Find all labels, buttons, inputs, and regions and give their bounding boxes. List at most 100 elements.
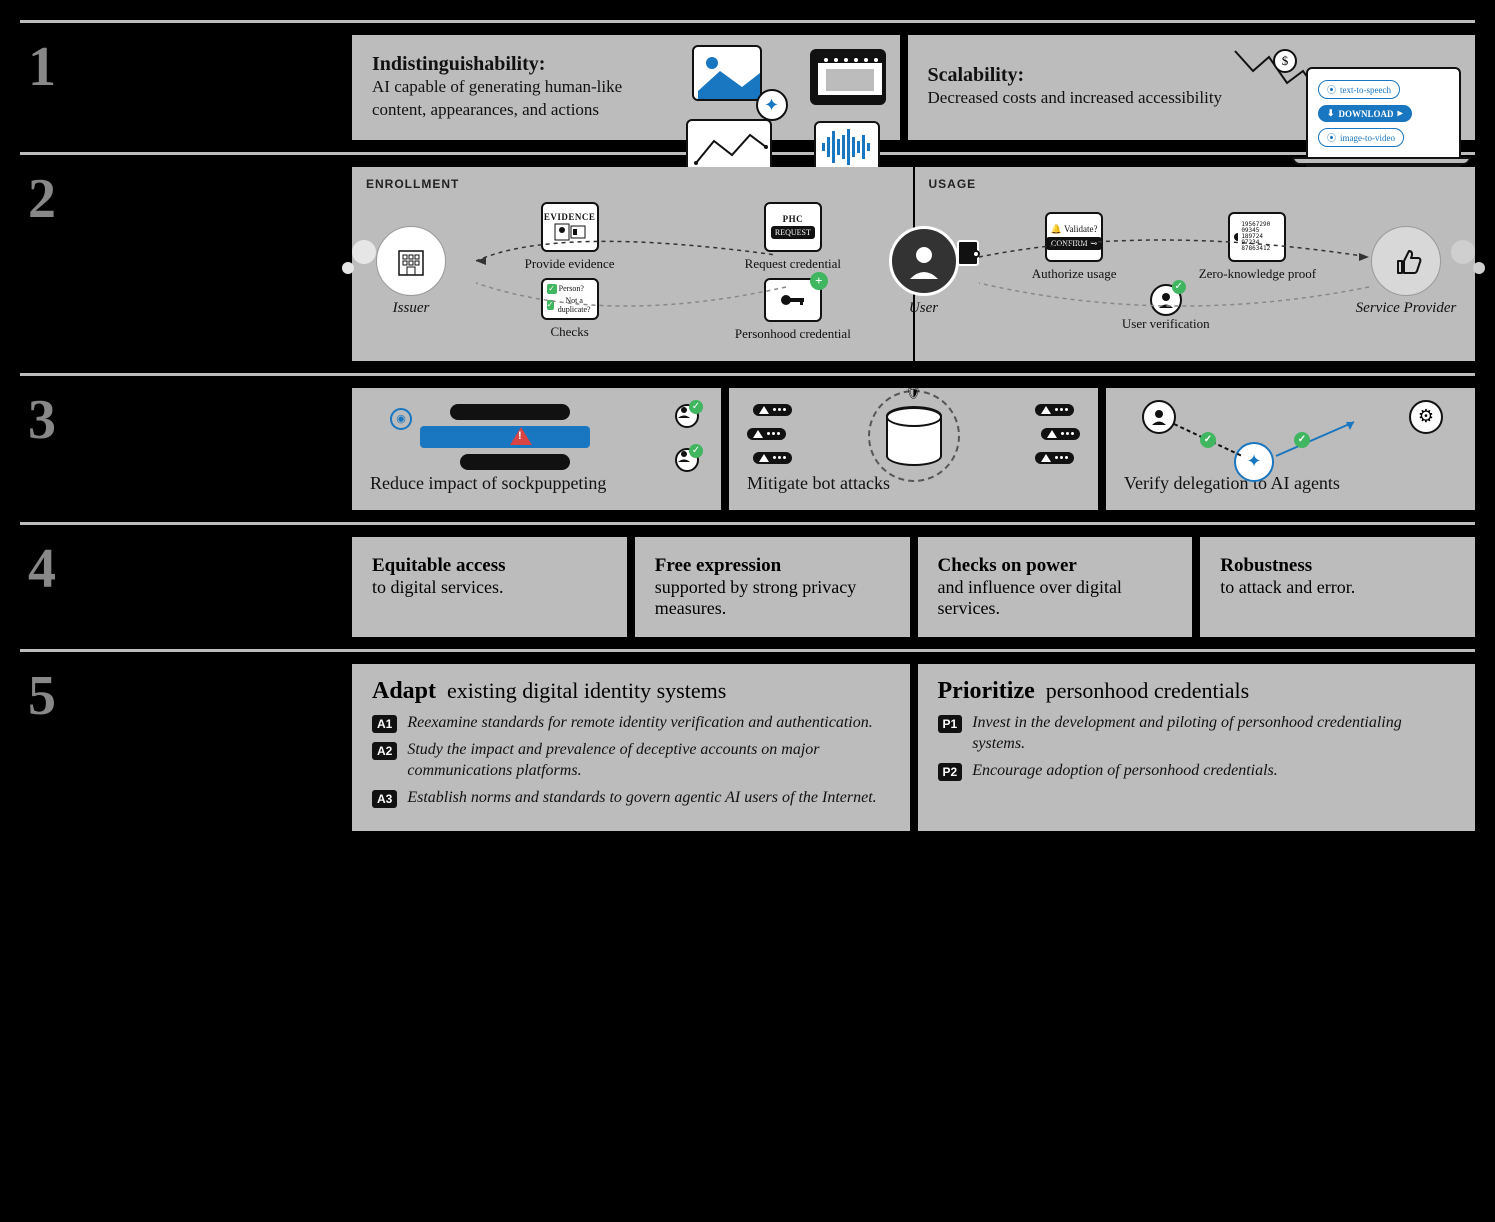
list-item: A1 Reexamine standards for remote identi… [372,713,890,734]
list-item: P1 Invest in the development and pilotin… [938,713,1456,755]
bot-pill-icon [1041,428,1080,440]
actor-label: User [879,300,969,317]
verified-person-icon [1150,284,1182,316]
key-credential-icon: + [764,278,822,322]
thumbs-up-icon [1371,226,1441,296]
item-badge: P1 [938,715,963,733]
section-4: 4 Equitable access to digital services. … [20,522,1475,637]
section-number: 4 [28,541,340,597]
sub-badge: CONFIRM [1051,239,1087,248]
head-rest: personhood credentials [1046,678,1249,703]
section-number-col: 3 [20,388,340,511]
phc-request-icon: PHC REQUEST [764,202,822,252]
section-number-col: 1 [20,35,340,140]
card-subtitle: Decreased costs and increased accessibil… [928,87,1226,110]
actor-issuer: Issuer [366,226,456,317]
chip-label: image-to-video [1340,133,1395,143]
step-provide-evidence: EVIDENCE Provide evidence [464,202,675,272]
badge-text: Validate? [1064,224,1097,234]
head-rest: existing digital identity systems [447,678,726,703]
section-3: 3 ◉ Reduce impact of sockpuppeting 🛡 [20,373,1475,511]
laptop-icon: ⦿text-to-speech ⬇DOWNLOAD▸ ⦿image-to-vid… [1306,67,1461,167]
bot-pill-icon [1035,452,1074,464]
section-2: 2 ENROLLMENT Issuer [20,152,1475,361]
highlighted-post [420,426,590,448]
section-number-col: 2 [20,167,340,361]
card-prioritize: Prioritize personhood credentials P1 Inv… [918,664,1476,830]
section-5: 5 Adapt existing digital identity system… [20,649,1475,830]
building-icon [376,226,446,296]
sockpuppet-graphic: ◉ [370,404,703,464]
evidence-folder-icon: EVIDENCE [541,202,599,252]
item-badge: P2 [938,763,963,781]
section-number: 2 [28,171,340,227]
wallet-icon [957,240,979,266]
dollar-badge-icon: $ [1273,49,1297,73]
step-label: Personhood credential [687,326,898,342]
section-5-content: Adapt existing digital identity systems … [352,664,1475,830]
delegation-lines [1124,404,1457,464]
item-badge: A2 [372,742,397,760]
zkp-icon: 19567290 09345 189724 97234 87863412 [1228,212,1286,262]
media-tiles-illustration: ✦ [686,45,886,175]
card-heading: Prioritize personhood credentials [938,678,1456,705]
item-text: Invest in the development and piloting o… [972,713,1455,755]
card-bot-attacks: 🛡 Mitigate bot attacks [729,388,1098,511]
phase-label: ENROLLMENT [366,177,899,191]
section-3-content: ◉ Reduce impact of sockpuppeting 🛡 [352,388,1475,511]
step-request-credential: PHC REQUEST Request credential [687,202,898,272]
plus-badge-icon: + [810,272,828,290]
post-bar [450,404,570,420]
card-equitable-access: Equitable access to digital services. [352,537,627,637]
actor-label: Issuer [366,300,456,317]
badge-text: EVIDENCE [544,212,596,222]
step-zkp: 19567290 09345 189724 97234 87863412 Zer… [1172,212,1343,282]
validate-icon: 🔔Validate? CONFIRM⊸ [1045,212,1103,262]
phase-label: USAGE [929,177,1462,191]
sub-text: supported by strong privacy measures. [655,577,856,618]
laptop-chip: ⦿text-to-speech [1318,80,1400,99]
laptop-chip-download: ⬇DOWNLOAD▸ [1318,105,1412,122]
verified-person-icon [675,404,699,428]
digits: 19567290 09345 189724 97234 87863412 [1241,222,1281,252]
badge-text: PHC [783,214,804,224]
bot-pill-icon [747,428,786,440]
section-4-content: Equitable access to digital services. Fr… [352,537,1475,637]
step-label: Zero-knowledge proof [1172,266,1343,282]
card-delegation: ✦ ⚙ ✓ ✓ Verify delegation to AI agents [1106,388,1475,511]
database-icon [886,406,942,466]
checks-icon: ✓Person? ✓Not a duplicate? [541,278,599,320]
section-1: 1 Indistinguishability: AI capable of ge… [20,20,1475,140]
head-bold: Prioritize [938,678,1035,704]
sub-text: and influence over digital services. [938,577,1122,618]
step-checks: ✓Person? ✓Not a duplicate? Checks [464,278,675,342]
step-label: User verification [989,316,1344,332]
post-bar [460,454,570,470]
sub-text: to attack and error. [1220,577,1355,597]
bold-text: Equitable access [372,555,607,577]
section-number-col: 4 [20,537,340,637]
check-badge-icon: ✓ [1294,432,1310,448]
item-text: Study the impact and prevalence of decep… [407,740,889,782]
film-tile-icon [810,49,886,105]
card-indistinguishability: Indistinguishability: AI capable of gene… [352,35,900,140]
sub-text: to digital services. [372,577,503,597]
head-bold: Adapt [372,678,436,704]
card-title: Indistinguishability: [372,53,670,76]
delegation-graphic: ✦ ⚙ ✓ ✓ [1124,404,1457,464]
actor-user: User [879,226,969,317]
step-label: Provide evidence [464,256,675,272]
user-icon [889,226,959,296]
audio-waveform-tile-icon [814,121,880,173]
bold-text: Free expression [655,555,890,577]
step-personhood-credential: + Personhood credential [687,278,898,342]
usage-panel: USAGE User 🔔V [913,167,1476,361]
card-text: Verify delegation to AI agents [1124,472,1457,495]
card-checks-power: Checks on power and influence over digit… [918,537,1193,637]
item-text: Reexamine standards for remote identity … [407,713,872,734]
check-badge-icon: ✓ [1200,432,1216,448]
section-number: 3 [28,392,340,448]
card-heading: Adapt existing digital identity systems [372,678,890,705]
card-sockpuppeting: ◉ Reduce impact of sockpuppeting [352,388,721,511]
item-badge: A3 [372,790,397,808]
